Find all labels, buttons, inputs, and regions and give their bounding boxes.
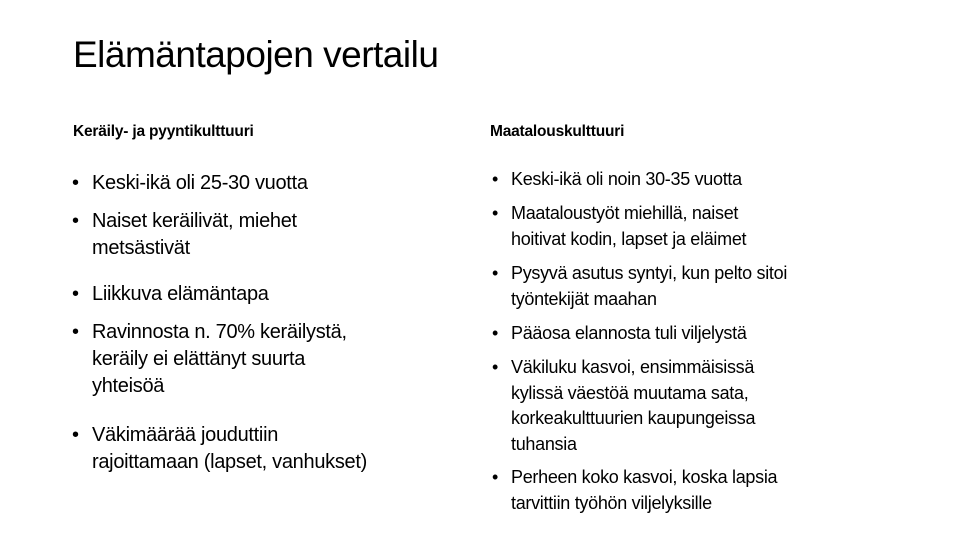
item-text: Keski-ikä oli 25-30 vuotta xyxy=(92,172,308,194)
item-text: Pääosa elannosta tuli viljelystä xyxy=(511,323,747,343)
bullet-icon: • xyxy=(492,357,499,377)
list-item: • Väkiluku kasvoi, ensimmäisissä kylissä… xyxy=(492,355,755,457)
item-text: korkeakulttuurien kaupungeissa xyxy=(511,408,756,428)
item-text: Naiset keräilivät, miehet xyxy=(92,210,297,232)
bullet-icon: • xyxy=(72,172,79,194)
list-item: • Liikkuva elämäntapa xyxy=(72,281,269,308)
list-item: • Maataloustyöt miehillä, naiset hoitiva… xyxy=(492,201,747,252)
bullet-icon: • xyxy=(492,323,499,343)
item-text: Liikkuva elämäntapa xyxy=(92,283,269,305)
list-item: • Väkimäärää jouduttiin rajoittamaan (la… xyxy=(72,422,367,476)
bullet-icon: • xyxy=(72,424,79,446)
item-text: Väkimäärää jouduttiin xyxy=(92,424,279,446)
list-item: • Naiset keräilivät, miehet metsästivät xyxy=(72,208,297,262)
bullet-icon: • xyxy=(72,321,79,343)
item-text: rajoittamaan (lapset, vanhukset) xyxy=(92,451,367,473)
bullet-icon: • xyxy=(72,210,79,232)
bullet-icon: • xyxy=(72,283,79,305)
left-heading: Keräily- ja pyyntikulttuuri xyxy=(73,123,254,140)
item-text: tarvittiin työhön viljelyksille xyxy=(511,492,712,513)
list-item: • Ravinnosta n. 70% keräilystä, keräily … xyxy=(72,319,347,400)
item-text: työntekijät maahan xyxy=(511,288,657,309)
right-heading: Maatalouskulttuuri xyxy=(490,123,625,140)
item-text: Ravinnosta n. 70% keräilystä, xyxy=(92,321,347,343)
list-item: • Perheen koko kasvoi, koska lapsia tarv… xyxy=(492,465,778,516)
item-text: Perheen koko kasvoi, koska lapsia xyxy=(511,467,778,487)
bullet-icon: • xyxy=(492,203,499,223)
item-text: metsästivät xyxy=(92,237,190,259)
bullet-icon: • xyxy=(492,263,499,283)
item-text: keräily ei elättänyt suurta xyxy=(92,348,306,370)
bullet-icon: • xyxy=(492,169,499,189)
item-text: yhteisöä xyxy=(92,375,165,397)
item-text: Keski-ikä oli noin 30-35 vuotta xyxy=(511,169,742,189)
item-text: hoitivat kodin, lapset ja eläimet xyxy=(511,228,747,249)
bullet-icon: • xyxy=(492,467,499,487)
item-text: tuhansia xyxy=(511,433,577,454)
list-item: • Keski-ikä oli 25-30 vuotta xyxy=(72,170,308,197)
item-text: Maataloustyöt miehillä, naiset xyxy=(511,203,739,223)
item-text: kylissä väestöä muutama sata, xyxy=(511,382,749,403)
item-text: Pysyvä asutus syntyi, kun pelto sitoi xyxy=(511,263,788,283)
list-item: • Keski-ikä oli noin 30-35 vuotta xyxy=(492,167,742,193)
item-text: Väkiluku kasvoi, ensimmäisissä xyxy=(511,357,755,377)
slide-title: Elämäntapojen vertailu xyxy=(73,34,439,75)
list-item: • Pääosa elannosta tuli viljelystä xyxy=(492,321,747,347)
list-item: • Pysyvä asutus syntyi, kun pelto sitoi … xyxy=(492,261,787,312)
